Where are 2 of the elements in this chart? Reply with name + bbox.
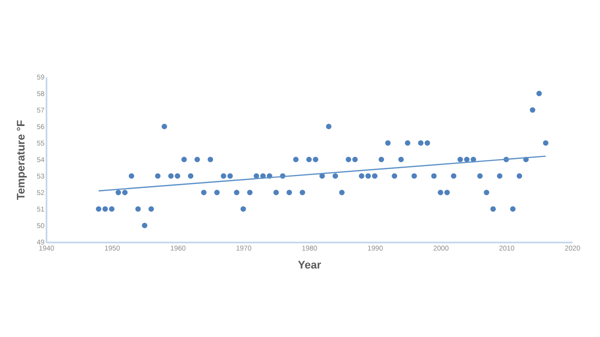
y-axis-title: Temperature °F [16, 120, 28, 200]
x-axis-title: Year [298, 260, 322, 272]
